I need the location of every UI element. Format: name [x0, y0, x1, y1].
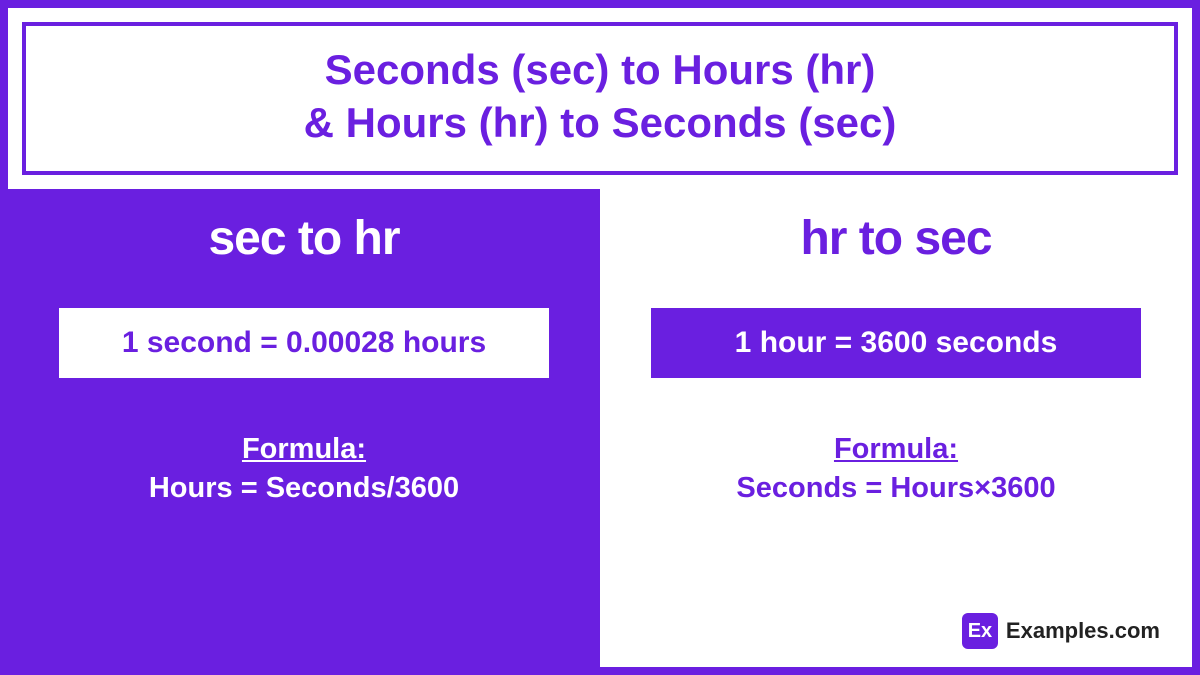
brand-logo: Ex Examples.com — [962, 613, 1160, 649]
formula-text-left: Hours = Seconds/3600 — [149, 472, 459, 504]
formula-label-right: Formula: — [834, 433, 958, 465]
formula-label-left: Formula: — [242, 433, 366, 465]
formula-block-right: Formula: Seconds = Hours×3600 — [736, 430, 1055, 508]
panel-sec-to-hr: sec to hr 1 second = 0.00028 hours Formu… — [8, 189, 600, 667]
title-text: Seconds (sec) to Hours (hr) & Hours (hr)… — [36, 44, 1164, 149]
panel-hr-to-sec: hr to sec 1 hour = 3600 seconds Formula:… — [600, 189, 1192, 667]
infographic-container: Seconds (sec) to Hours (hr) & Hours (hr)… — [0, 0, 1200, 675]
logo-label: Examples.com — [1006, 618, 1160, 644]
panel-left-heading: sec to hr — [208, 211, 399, 266]
title-box: Seconds (sec) to Hours (hr) & Hours (hr)… — [22, 22, 1178, 175]
formula-block-left: Formula: Hours = Seconds/3600 — [149, 430, 459, 508]
panels-row: sec to hr 1 second = 0.00028 hours Formu… — [8, 189, 1192, 667]
logo-icon: Ex — [962, 613, 998, 649]
formula-text-right: Seconds = Hours×3600 — [736, 472, 1055, 504]
title-line2: & Hours (hr) to Seconds (sec) — [304, 99, 897, 146]
panel-right-heading: hr to sec — [800, 211, 991, 266]
conversion-box-right: 1 hour = 3600 seconds — [651, 308, 1140, 378]
title-line1: Seconds (sec) to Hours (hr) — [325, 46, 876, 93]
conversion-box-left: 1 second = 0.00028 hours — [59, 308, 548, 378]
